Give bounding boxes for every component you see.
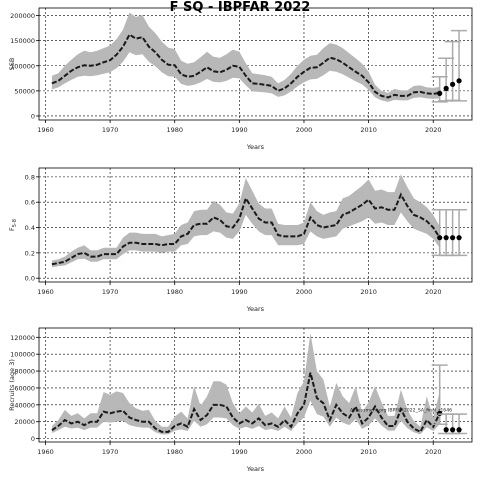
chart-2-projection-point-2 bbox=[450, 235, 456, 241]
chart-1-ytick-label-1: 50000 bbox=[14, 87, 35, 95]
chart-3-xtick-label-2: 1980 bbox=[166, 448, 183, 456]
chart-3-ytick-label-6: 120000 bbox=[10, 334, 35, 342]
chart-3-median-line bbox=[51, 372, 441, 434]
chart-1-xtick-label-0: 1960 bbox=[37, 126, 54, 134]
chart-1-ytick-label-2: 100000 bbox=[10, 62, 35, 70]
chart-3-ytick-label-0: 0 bbox=[31, 435, 35, 443]
chart-1-projection-point-0 bbox=[437, 90, 443, 96]
chart-2-ytick-label-0: 0.0 bbox=[25, 275, 35, 283]
chart-1-confidence-band bbox=[51, 12, 440, 102]
chart-2-xtick-label-0: 1960 bbox=[37, 288, 54, 296]
chart-2-ytick-label-4: 0.8 bbox=[25, 173, 35, 181]
chart-1-xtick-label-6: 2020 bbox=[425, 126, 442, 134]
chart-3-xtick-label-3: 1990 bbox=[231, 448, 248, 456]
page-title: F SQ - IBPFAR 2022 bbox=[169, 0, 311, 15]
chart-3-xtick-label-1: 1970 bbox=[102, 448, 119, 456]
chart-1-xtick-label-2: 1980 bbox=[166, 126, 183, 134]
chart-2-xtick-label-6: 2020 bbox=[425, 288, 442, 296]
chart-1-ytick-label-3: 150000 bbox=[10, 37, 35, 45]
chart-2-xtick-label-4: 2000 bbox=[296, 288, 313, 296]
chart-3-ytick-label-5: 100000 bbox=[10, 351, 35, 359]
chart-3-confidence-band bbox=[51, 333, 440, 435]
chart-1-xtick-label-5: 2010 bbox=[360, 126, 377, 134]
chart-1-ylabel: SSB bbox=[8, 58, 16, 71]
chart-1-projection-point-2 bbox=[450, 81, 456, 87]
chart-3-ytick-label-3: 60000 bbox=[14, 384, 35, 392]
chart-1-projection-point-1 bbox=[443, 85, 449, 91]
chart-2-ytick-label-1: 0.2 bbox=[25, 249, 35, 257]
chart-3-xtick-label-4: 2000 bbox=[296, 448, 313, 456]
chart-3-projection-point-2 bbox=[450, 427, 456, 433]
chart-2-ytick-label-2: 0.4 bbox=[25, 224, 35, 232]
chart-2-xlabel: Years bbox=[246, 305, 265, 313]
chart-3-ylabel: Recruits (age 3) bbox=[8, 359, 16, 411]
chart-3-ytick-label-4: 80000 bbox=[14, 368, 35, 376]
chart-3-ytick-label-1: 20000 bbox=[14, 418, 35, 426]
chart-2-median-line bbox=[51, 192, 441, 266]
chart-1-xtick-label-4: 2000 bbox=[296, 126, 313, 134]
chart-1-ytick-label-0: 0 bbox=[31, 112, 35, 120]
chart-2-ylabel-subscript: 5-8 bbox=[12, 219, 18, 227]
chart-1-projection-point-3 bbox=[456, 78, 462, 84]
chart-1-median-line bbox=[51, 33, 440, 99]
chart-2-projection-point-0 bbox=[437, 235, 443, 241]
chart-1-xtick-label-1: 1970 bbox=[102, 126, 119, 134]
chart-2-projection-point-1 bbox=[443, 235, 449, 241]
chart-3-xtick-label-6: 2020 bbox=[425, 448, 442, 456]
chart-1-ytick-label-4: 200000 bbox=[10, 12, 35, 20]
chart-1-frame bbox=[38, 7, 473, 121]
chart-2-projection-point-3 bbox=[456, 235, 462, 241]
chart-3-xlabel: Years bbox=[246, 465, 265, 473]
chart-2-xtick-label-3: 1990 bbox=[231, 288, 248, 296]
chart-3-projection-point-3 bbox=[456, 427, 462, 433]
chart-1-xlabel: Years bbox=[246, 143, 265, 151]
chart-2-ytick-label-3: 0.6 bbox=[25, 199, 35, 207]
chart-2-xtick-label-5: 2010 bbox=[360, 288, 377, 296]
chart-3-xtick-label-0: 1960 bbox=[37, 448, 54, 456]
chart-2-frame bbox=[38, 167, 473, 283]
chart-3-frame bbox=[38, 327, 473, 443]
chart-3-xtick-label-5: 2010 bbox=[360, 448, 377, 456]
chart-2-xtick-label-2: 1980 bbox=[166, 288, 183, 296]
chart-2-xtick-label-1: 1970 bbox=[102, 288, 119, 296]
chart-3-projection-point-1 bbox=[443, 427, 449, 433]
chart-3-annotation: Assessment.org IBPFAR2022_SA_final_r1646 bbox=[350, 408, 452, 414]
chart-3-ytick-label-2: 40000 bbox=[14, 401, 35, 409]
chart-2-ylabel: F5-8 bbox=[8, 219, 18, 231]
chart-1-xtick-label-3: 1990 bbox=[231, 126, 248, 134]
